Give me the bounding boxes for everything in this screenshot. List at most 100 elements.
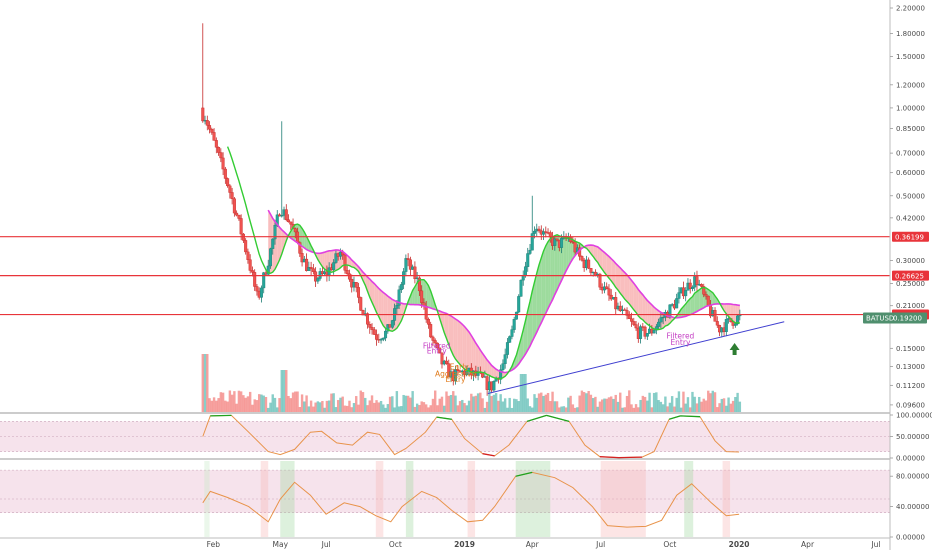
volume-bar	[282, 370, 286, 412]
ma-fast-line	[226, 146, 740, 380]
candle-body	[271, 238, 275, 249]
candle-body	[221, 157, 225, 170]
candle-body	[537, 228, 541, 232]
candle-body	[230, 192, 234, 199]
volume-bar	[298, 407, 302, 412]
candle-body	[347, 273, 351, 280]
volume-bar	[558, 407, 561, 412]
cloud-segment	[649, 302, 652, 328]
volume-bar	[221, 392, 225, 412]
volume-bar	[368, 400, 371, 412]
cloud-segment	[615, 263, 618, 291]
volume-bar	[594, 396, 597, 412]
candle-body	[454, 369, 458, 382]
volume-bar	[230, 394, 234, 412]
cloud-segment	[478, 346, 481, 373]
candle-body	[605, 286, 609, 289]
volume-bar	[253, 399, 256, 412]
cloud-segment	[491, 365, 494, 378]
svg-text:0.26625: 0.26625	[895, 272, 924, 280]
volume-bar	[639, 399, 642, 412]
candle-body	[521, 275, 525, 281]
candle-body	[309, 267, 313, 269]
candle-body	[715, 321, 719, 326]
price-tick-label: 0.11200	[896, 382, 925, 390]
cloud-segment	[694, 291, 697, 313]
cloud-segment	[484, 356, 488, 375]
volume-bar	[614, 394, 617, 412]
cloud-segment	[654, 307, 657, 330]
volume-bar	[704, 400, 708, 412]
candle-body	[625, 310, 629, 316]
ma-slow-line	[267, 209, 741, 374]
candle-body	[523, 266, 527, 276]
volume-bar	[210, 400, 214, 412]
price-tick-label: 2.20000	[896, 5, 925, 13]
volume-bar	[485, 401, 489, 412]
volume-bar	[269, 402, 272, 412]
candle-body	[208, 125, 212, 130]
volume-bar	[621, 407, 624, 412]
candle-body	[424, 306, 428, 320]
volume-bar	[686, 397, 690, 412]
time-axis[interactable]: Feb May Jul Oct 2019 Apr Jul Oct 2020 Apr Jul	[0, 537, 890, 549]
candle-body	[580, 256, 584, 261]
candle-body	[724, 319, 728, 332]
volume-bar	[406, 395, 410, 412]
volume-bar	[512, 398, 516, 412]
candle-body	[235, 212, 239, 216]
price-axis[interactable]: 2.20000 1.80000 1.50000 1.20000 1.00000 0.850…	[863, 0, 932, 550]
volume-bar	[300, 394, 304, 412]
candle-body	[645, 333, 649, 337]
volume-bar	[212, 397, 216, 412]
cloud-segment	[317, 253, 321, 264]
volume-bar	[585, 393, 588, 412]
candle-body	[643, 326, 647, 337]
cloud-segment	[529, 291, 533, 347]
candle-body	[519, 279, 523, 297]
cloud-segment	[559, 235, 562, 286]
volume-bar	[201, 354, 204, 412]
volume-bar	[612, 398, 615, 412]
candle-body	[501, 363, 505, 370]
volume-bar	[357, 404, 360, 412]
candle-body	[201, 107, 205, 122]
indicator-highlight	[375, 461, 384, 537]
cloud-segment	[629, 277, 632, 307]
candle-body	[305, 258, 309, 271]
volume-bar	[203, 354, 207, 412]
cloud-segment	[284, 231, 287, 248]
candle-body	[702, 286, 706, 295]
volume-bar	[648, 392, 651, 412]
cloud-segment	[457, 320, 461, 365]
cloud-segment	[279, 227, 282, 260]
volume-bar	[483, 407, 487, 412]
level-price-tag: 0.26625	[892, 270, 929, 281]
volume-bar	[323, 407, 326, 412]
candle-body	[253, 272, 257, 287]
volume-bar	[481, 398, 484, 412]
candle-body	[623, 309, 627, 311]
support-trendline[interactable]	[487, 321, 785, 395]
indicator-highlight	[600, 461, 646, 537]
candle-body	[499, 369, 503, 380]
candle-body	[512, 319, 516, 330]
volume-bar	[291, 392, 295, 412]
volume-bar	[397, 406, 401, 412]
volume-bar	[217, 398, 220, 412]
volume-bar	[361, 392, 365, 412]
volume-bar	[619, 392, 622, 412]
indicator-oversold-line	[482, 453, 643, 459]
candle-body	[212, 132, 216, 141]
volume-bar	[549, 401, 552, 412]
price-tick-label: 1.50000	[896, 53, 925, 61]
cloud-segment	[588, 245, 591, 254]
volume-bar	[260, 394, 263, 412]
price-tick-label: 0.50000	[896, 192, 925, 200]
cloud-segment	[620, 267, 623, 297]
volume-bar	[434, 390, 437, 412]
volume-bar	[673, 406, 676, 412]
volume-bar	[278, 398, 281, 412]
entry-annotation: Early	[450, 362, 470, 371]
indicator-line	[202, 471, 740, 528]
